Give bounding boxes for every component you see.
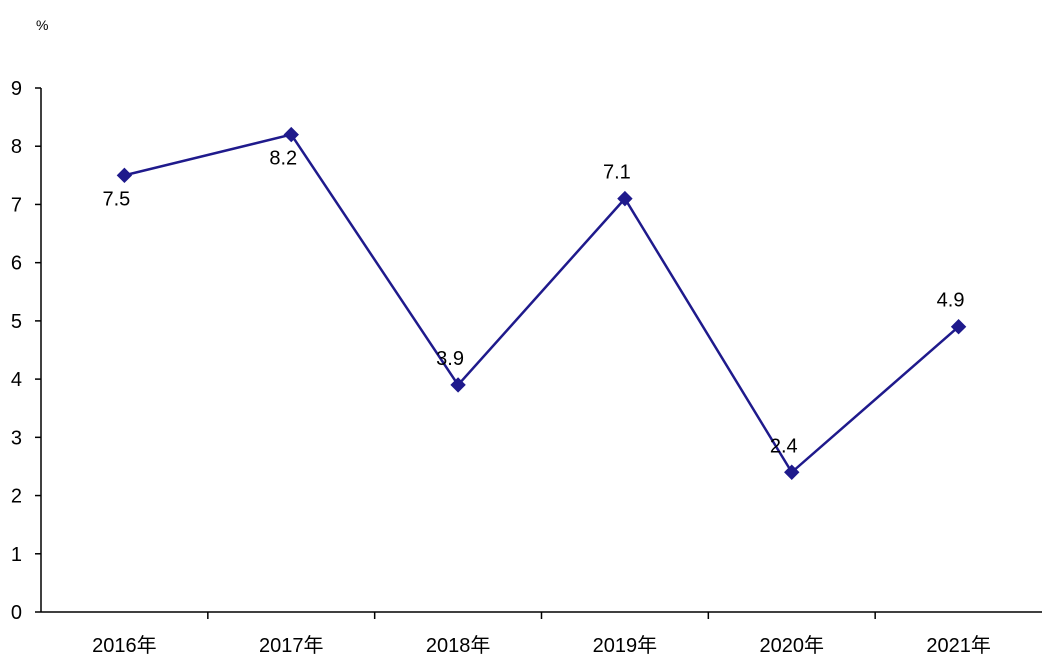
data-point-2021年 bbox=[950, 319, 967, 335]
data-point-2020年 bbox=[784, 464, 800, 480]
data-label-2017年: 8.2 bbox=[269, 148, 297, 170]
data-point-2019年 bbox=[617, 190, 633, 207]
y-axis-unit-label: % bbox=[36, 17, 48, 33]
series-group bbox=[116, 126, 967, 480]
x-tick-label-5: 2021年 bbox=[926, 634, 991, 657]
x-tick-label-4: 2020年 bbox=[760, 634, 825, 657]
data-point-2017年 bbox=[283, 126, 299, 143]
axes-group: 0 1 2 3 4 5 6 7 8 9 2016年 2017年 2018年 2019年 2020年 2021年 bbox=[11, 78, 1042, 657]
x-tick-label-1: 2017年 bbox=[259, 634, 324, 657]
y-tick-label-6: 6 bbox=[11, 253, 22, 275]
x-tick-label-3: 2019年 bbox=[593, 634, 658, 657]
y-tick-label-8: 8 bbox=[11, 136, 22, 158]
data-label-2019年: 7.1 bbox=[603, 162, 631, 184]
data-label-2018年: 3.9 bbox=[436, 348, 464, 370]
data-point-2018年 bbox=[450, 377, 466, 393]
x-tick-label-0: 2016年 bbox=[92, 634, 157, 657]
data-labels-group: 7.5 8.2 3.9 7.1 2.4 4.9 bbox=[103, 148, 965, 458]
series-line-0 bbox=[124, 133, 960, 475]
y-tick-label-3: 3 bbox=[11, 427, 22, 449]
y-tick-label-7: 7 bbox=[11, 194, 22, 216]
y-tick-label-4: 4 bbox=[11, 369, 22, 391]
y-tick-label-9: 9 bbox=[11, 78, 22, 100]
y-tick-label-0: 0 bbox=[11, 602, 22, 624]
y-tick-label-2: 2 bbox=[11, 486, 22, 508]
data-label-2016年: 7.5 bbox=[103, 188, 131, 210]
data-point-2016年 bbox=[116, 167, 133, 184]
x-tick-label-2: 2018年 bbox=[426, 634, 491, 657]
data-label-2021年: 4.9 bbox=[937, 290, 965, 312]
data-label-2020年: 2.4 bbox=[770, 435, 798, 457]
y-tick-label-1: 1 bbox=[11, 544, 22, 566]
y-tick-label-5: 5 bbox=[11, 311, 22, 333]
